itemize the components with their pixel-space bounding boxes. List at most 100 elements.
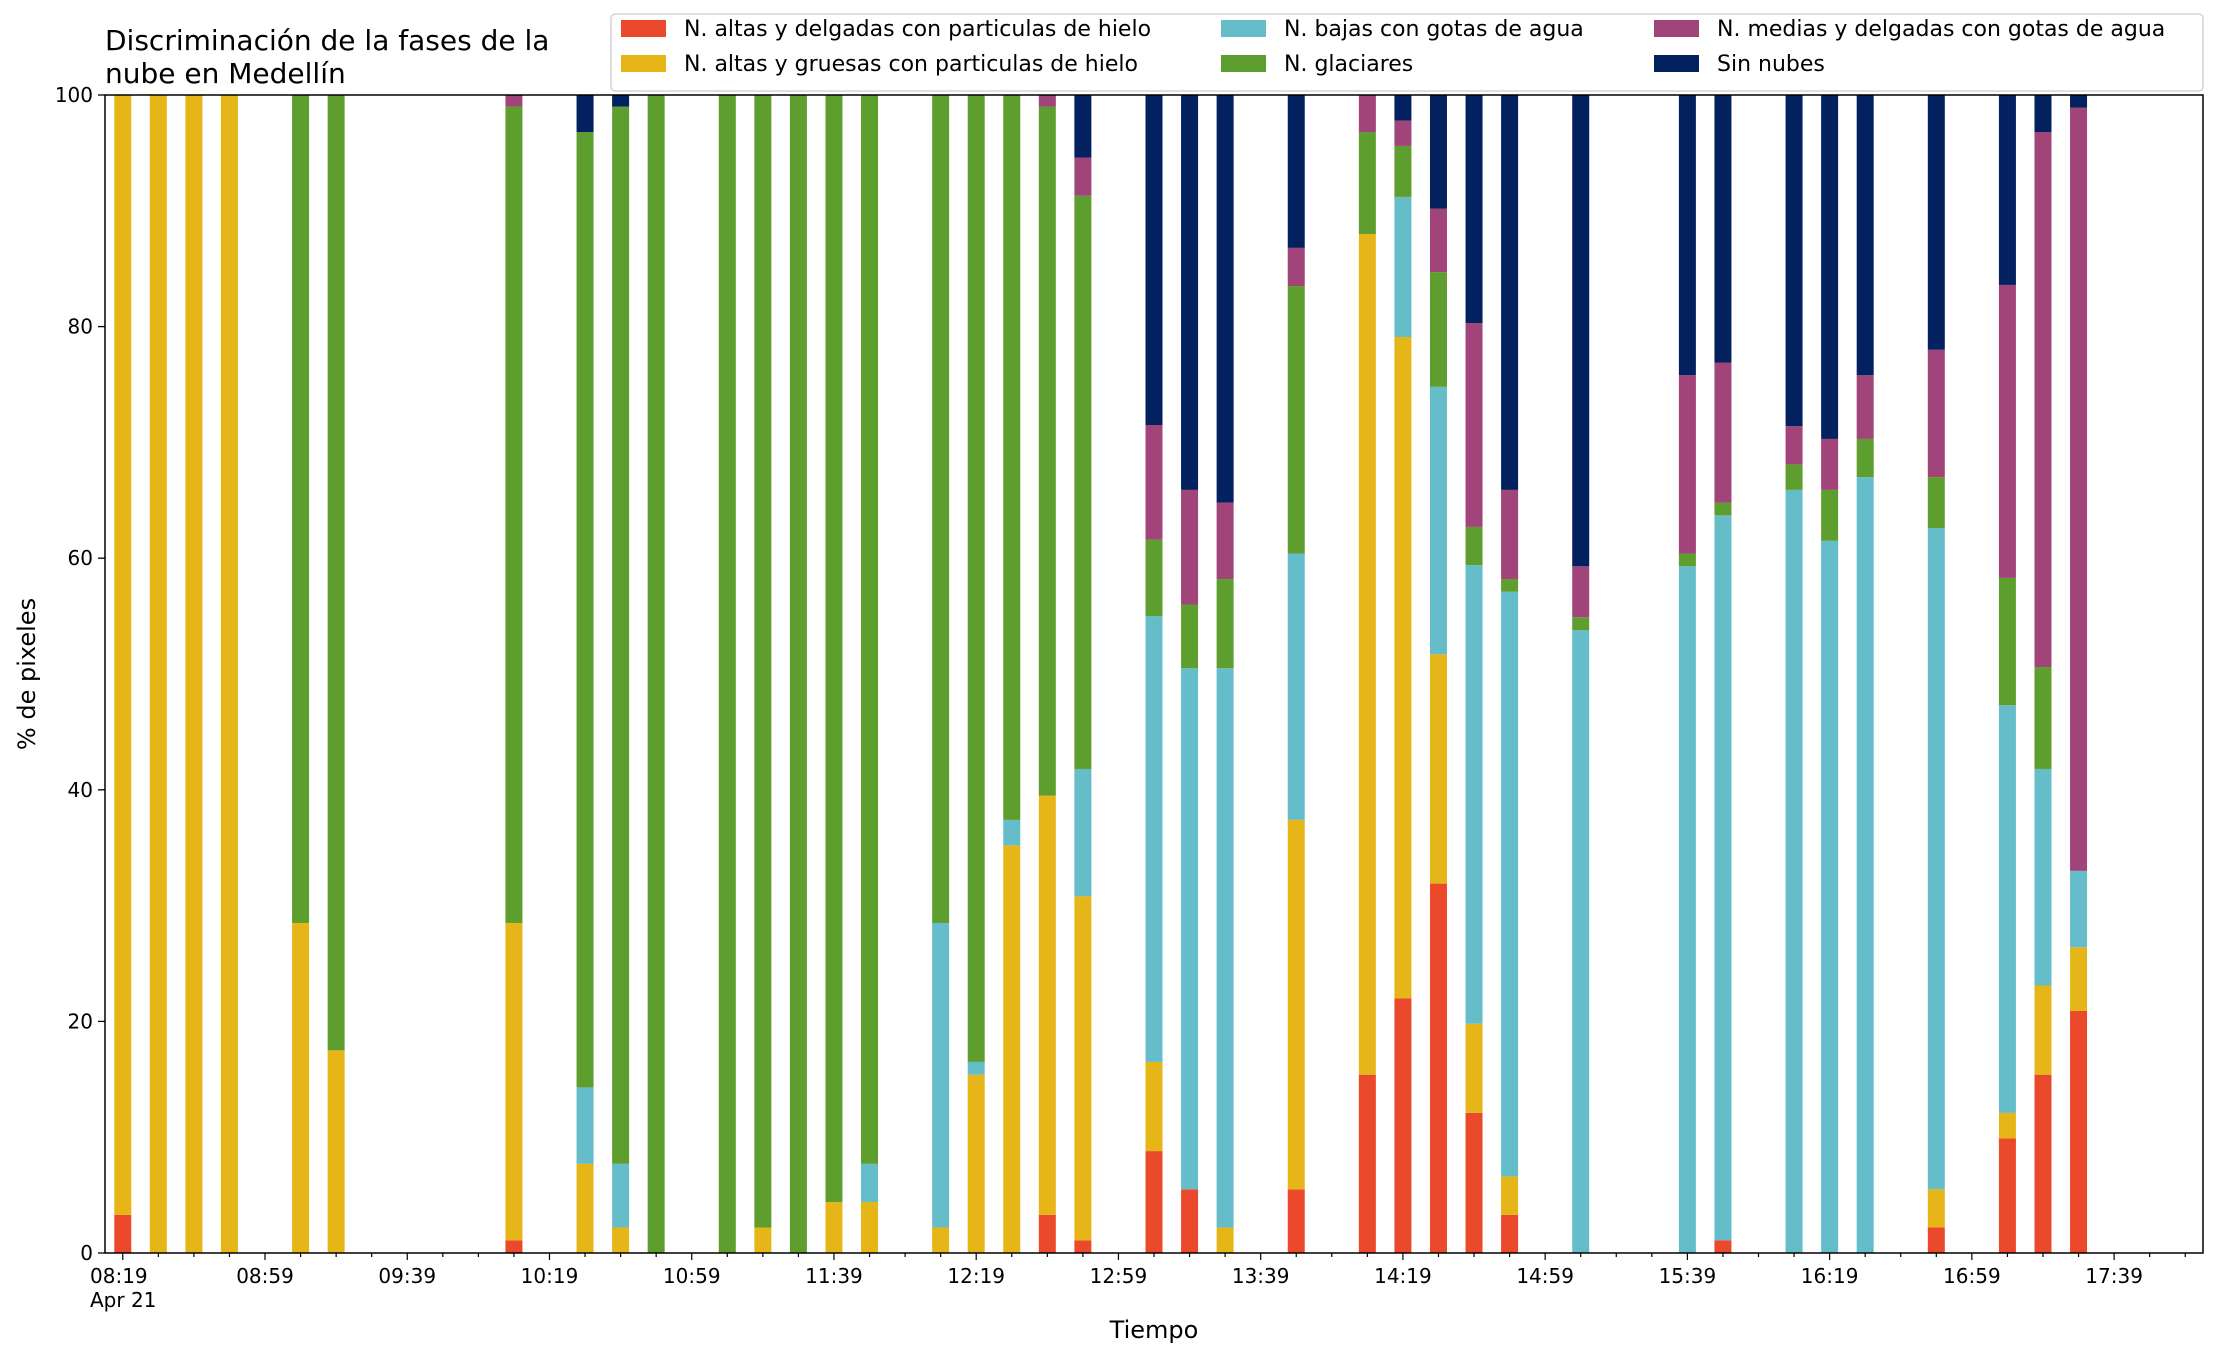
bar-segment (1821, 438, 1839, 490)
y-axis: 0 20 40 60 80 100 (55, 83, 105, 1265)
bar-segment (1287, 95, 1305, 248)
bar-segment (1394, 120, 1412, 146)
bar-segment (114, 1214, 132, 1253)
bar-segment (967, 95, 985, 1062)
legend-swatch (621, 55, 666, 72)
bar-segment (1003, 95, 1021, 820)
legend-swatch (621, 20, 666, 37)
bar-stack (114, 95, 132, 1253)
bar-segment (220, 95, 238, 1253)
bar-stack (1927, 95, 1945, 1253)
bar-segment (1181, 95, 1199, 490)
y-tick-label: 40 (68, 778, 93, 802)
bar-segment (1074, 195, 1092, 769)
x-tick-label: 12:19 (947, 1264, 1005, 1288)
bar-segment (2034, 132, 2052, 668)
bar-stack (1465, 95, 1483, 1253)
bar-segment (1785, 426, 1803, 465)
chart-title-line: nube en Medellín (105, 57, 346, 90)
bar-stack (967, 95, 985, 1253)
bar-segment (1785, 489, 1803, 1253)
bar-stack (1145, 95, 1163, 1253)
legend-item: N. altas y delgadas con particulas de hi… (621, 17, 1151, 42)
bar-segment (932, 95, 950, 923)
bar-segment (1927, 477, 1945, 529)
bar-segment (1074, 1240, 1092, 1253)
bar-segment (1998, 577, 2016, 706)
bar-segment (1465, 95, 1483, 324)
bar-segment (1998, 284, 2016, 578)
bar-segment (1038, 795, 1056, 1215)
bar-stack (825, 95, 843, 1253)
bar-segment (1358, 95, 1376, 133)
stacked-bars (114, 95, 2088, 1253)
bar-stack (327, 95, 345, 1253)
x-tick-label: 12:59 (1090, 1264, 1148, 1288)
legend-item: N. glaciares (1221, 52, 1413, 77)
bar-segment (1678, 553, 1696, 567)
bar-stack (1181, 95, 1199, 1253)
bar-segment (114, 95, 132, 1215)
bar-segment (1074, 768, 1092, 897)
bar-stack (1429, 95, 1447, 1253)
legend-swatch (1654, 20, 1699, 37)
x-axis-label: Tiempo (1109, 1316, 1199, 1344)
bar-segment (576, 95, 594, 133)
bar-segment (612, 1227, 630, 1253)
bar-stack (1501, 95, 1519, 1253)
chart-title-text: Discriminación de la fases de la nube en … (105, 24, 549, 90)
bar-segment (1856, 95, 1874, 376)
bar-segment (1216, 668, 1234, 1228)
legend-label: N. bajas con gotas de agua (1284, 17, 1584, 42)
x-tick-label: 09:39 (378, 1264, 436, 1288)
legend-swatch (1221, 55, 1266, 72)
bar-segment (1145, 425, 1163, 540)
bar-segment (1465, 526, 1483, 566)
legend: N. altas y delgadas con particulas de hi… (610, 13, 2204, 92)
bar-segment (612, 106, 630, 1164)
bar-segment (1287, 1189, 1305, 1253)
bar-segment (1429, 654, 1447, 884)
bar-stack (149, 95, 167, 1253)
bar-segment (718, 95, 736, 1253)
bar-stack (1358, 95, 1376, 1253)
y-tick-label: 20 (68, 1009, 93, 1033)
bar-segment (1394, 196, 1412, 338)
bar-segment (1181, 1189, 1199, 1253)
bar-segment (1821, 489, 1839, 541)
legend-item: Sin nubes (1654, 52, 1825, 77)
bar-segment (1785, 95, 1803, 427)
bar-segment (861, 95, 879, 1164)
bar-stack (1856, 95, 1874, 1253)
bar-stack (185, 95, 203, 1253)
bar-segment (861, 1202, 879, 1253)
bar-segment (825, 1202, 843, 1253)
bar-segment (1429, 883, 1447, 1253)
bar-segment (1216, 579, 1234, 669)
bar-stack (1714, 95, 1732, 1253)
bar-segment (327, 1050, 345, 1253)
bar-segment (1074, 95, 1092, 158)
bar-segment (1145, 539, 1163, 617)
bar-segment (932, 922, 950, 1228)
bar-segment (1678, 375, 1696, 554)
bar-segment (789, 95, 807, 1253)
bar-segment (1465, 565, 1483, 1024)
bar-segment (2034, 95, 2052, 133)
legend-item: N. bajas con gotas de agua (1221, 17, 1584, 42)
legend-label: N. altas y delgadas con particulas de hi… (684, 17, 1151, 42)
bar-segment (1038, 95, 1056, 107)
bar-segment (1358, 132, 1376, 234)
bar-segment (1678, 95, 1696, 376)
bar-segment (647, 95, 665, 1253)
bar-stack (754, 95, 772, 1253)
bar-segment (1501, 95, 1519, 490)
bar-segment (576, 1087, 594, 1164)
legend-item: N. altas y gruesas con particulas de hie… (621, 52, 1138, 77)
bar-segment (1216, 1227, 1234, 1253)
bar-segment (576, 1163, 594, 1253)
bar-segment (1038, 106, 1056, 796)
bar-stack (576, 95, 594, 1253)
